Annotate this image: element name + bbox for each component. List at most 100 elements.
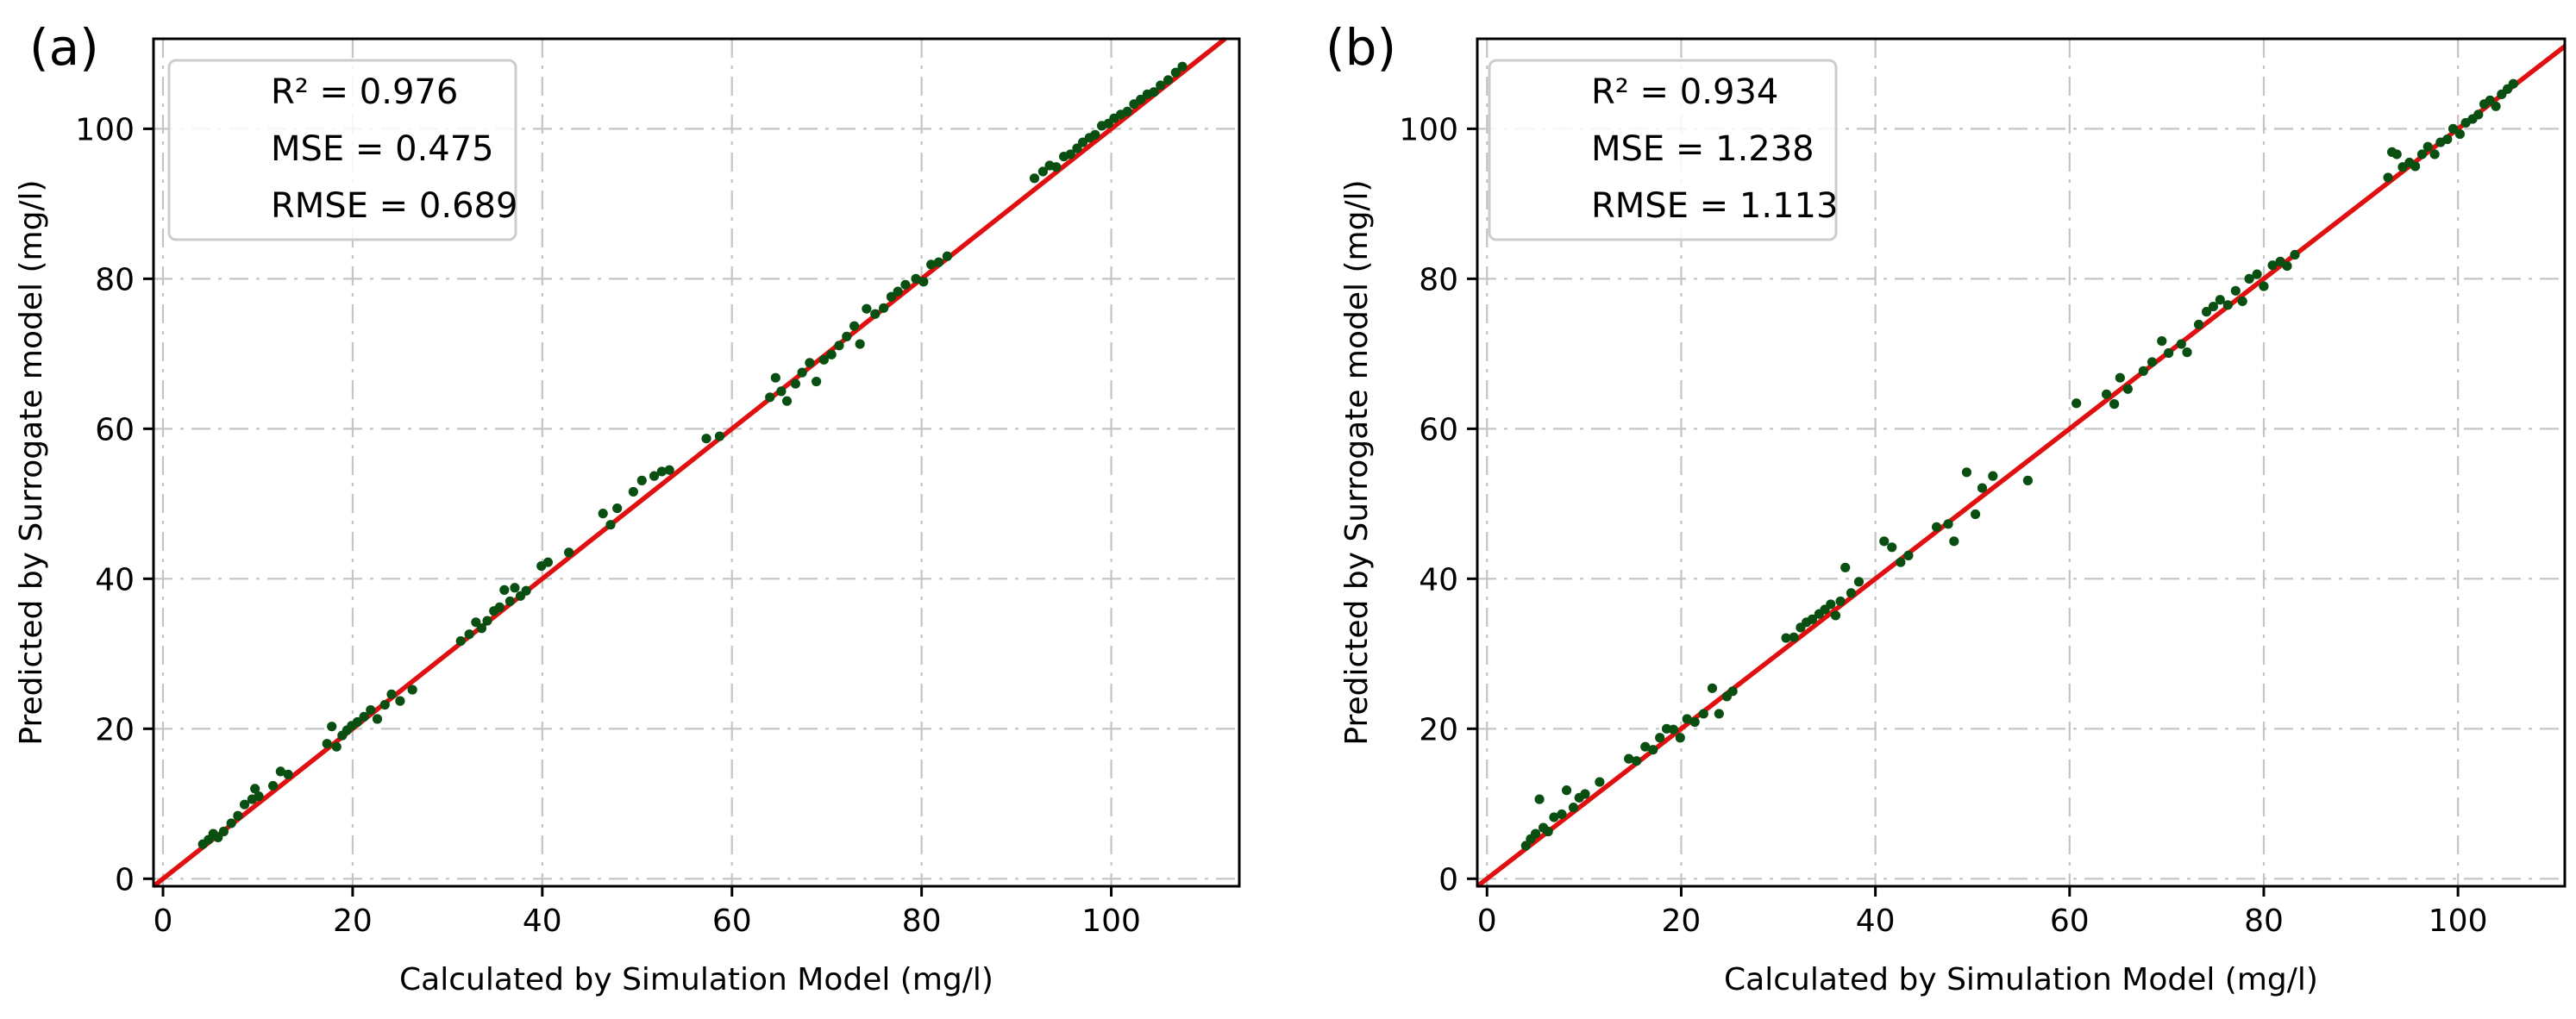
data-point	[2391, 149, 2402, 159]
data-point	[464, 629, 474, 640]
data-point	[886, 291, 897, 302]
panel-label: (a)	[29, 18, 99, 77]
stat-text: R² = 0.976	[271, 72, 458, 112]
data-point	[250, 784, 260, 794]
identity-line	[1476, 44, 2567, 889]
data-point	[2508, 78, 2518, 89]
data-point	[2182, 347, 2192, 358]
y-tick-label: 100	[1399, 112, 1458, 147]
data-point	[2071, 398, 2082, 409]
data-point	[1580, 789, 1590, 799]
data-point	[926, 259, 937, 270]
data-point	[1903, 550, 1914, 560]
y-tick-label: 0	[115, 862, 135, 897]
x-tick-label: 100	[1081, 903, 1141, 939]
plot-frame	[152, 37, 1241, 888]
data-point	[1714, 709, 1724, 719]
data-point	[2267, 260, 2278, 271]
data-point	[776, 386, 787, 397]
data-point	[636, 475, 647, 485]
data-point	[1961, 467, 1972, 478]
y-tick-label: 0	[1438, 862, 1458, 897]
data-point	[521, 585, 531, 596]
data-point	[327, 722, 337, 732]
data-point	[1977, 483, 1988, 493]
stat-text: R² = 0.934	[1591, 72, 1778, 112]
data-point	[933, 257, 944, 267]
data-point	[2157, 335, 2167, 347]
data-point	[790, 378, 801, 389]
data-point	[1698, 709, 1708, 719]
data-point	[656, 466, 667, 477]
data-point	[494, 602, 505, 612]
data-point	[476, 623, 487, 634]
data-point	[2237, 296, 2247, 307]
data-point	[1534, 794, 1545, 804]
data-point	[2416, 149, 2428, 159]
data-point	[805, 358, 815, 368]
x-axis-label: Calculated by Simulation Model (mg/l)	[1724, 962, 2318, 997]
plot-frame	[1476, 37, 2567, 888]
data-point	[407, 685, 417, 695]
data-point	[2208, 301, 2219, 312]
data-point	[1568, 803, 1579, 813]
data-point	[213, 832, 223, 843]
data-point	[900, 279, 911, 290]
data-point	[2442, 134, 2453, 145]
x-tick-label: 20	[333, 903, 373, 939]
stat-text: MSE = 0.475	[271, 129, 494, 169]
data-point	[1655, 733, 1665, 743]
data-point	[455, 635, 466, 647]
data-point	[1156, 80, 1166, 91]
data-point	[1826, 599, 1836, 610]
data-point	[2282, 260, 2292, 272]
data-point	[1648, 745, 1658, 755]
data-point	[499, 585, 510, 595]
data-point	[811, 376, 822, 387]
data-point	[2410, 161, 2421, 172]
data-point	[1970, 509, 1981, 520]
data-point	[2290, 249, 2300, 260]
y-tick-label: 80	[1419, 262, 1458, 297]
data-point	[893, 286, 903, 297]
data-point	[1675, 733, 1685, 743]
stat-text: RMSE = 1.113	[1591, 186, 1838, 226]
data-point	[770, 372, 780, 383]
data-point	[1149, 87, 1159, 97]
data-point	[826, 349, 837, 359]
data-point	[1051, 162, 1062, 172]
data-point	[1727, 686, 1738, 697]
scatter-chart-a: 0 20 40 60 80 100 0 20 40 60 80 100 R² = 0.976 MSE = …	[14, 18, 1241, 997]
data-point	[1853, 577, 1865, 587]
data-point	[2244, 273, 2254, 284]
data-point	[1640, 741, 1651, 752]
data-point	[2491, 101, 2501, 111]
stats-legend-box	[1488, 59, 1838, 241]
data-point	[379, 699, 390, 710]
data-point	[2101, 389, 2112, 399]
data-point	[352, 716, 363, 728]
data-point	[1163, 75, 1174, 85]
data-point	[1988, 471, 1998, 481]
data-point	[911, 273, 921, 284]
data-point	[605, 520, 616, 530]
data-point	[2201, 307, 2212, 317]
data-point	[2122, 384, 2133, 394]
x-tick-label: 0	[154, 903, 173, 939]
data-point	[2473, 109, 2484, 120]
data-point	[2383, 172, 2393, 183]
data-point	[2138, 366, 2148, 376]
data-point	[1037, 166, 1048, 177]
data-point	[879, 303, 889, 313]
data-point	[2448, 123, 2459, 134]
data-point	[1668, 724, 1679, 735]
data-point	[862, 303, 872, 314]
data-point	[482, 616, 492, 626]
data-point	[714, 431, 725, 441]
data-point	[2429, 149, 2440, 159]
data-point	[1561, 785, 1572, 796]
stat-text: RMSE = 0.689	[271, 186, 517, 226]
data-point	[1557, 809, 1567, 820]
data-point	[542, 557, 554, 567]
x-tick-label: 100	[2429, 903, 2488, 939]
